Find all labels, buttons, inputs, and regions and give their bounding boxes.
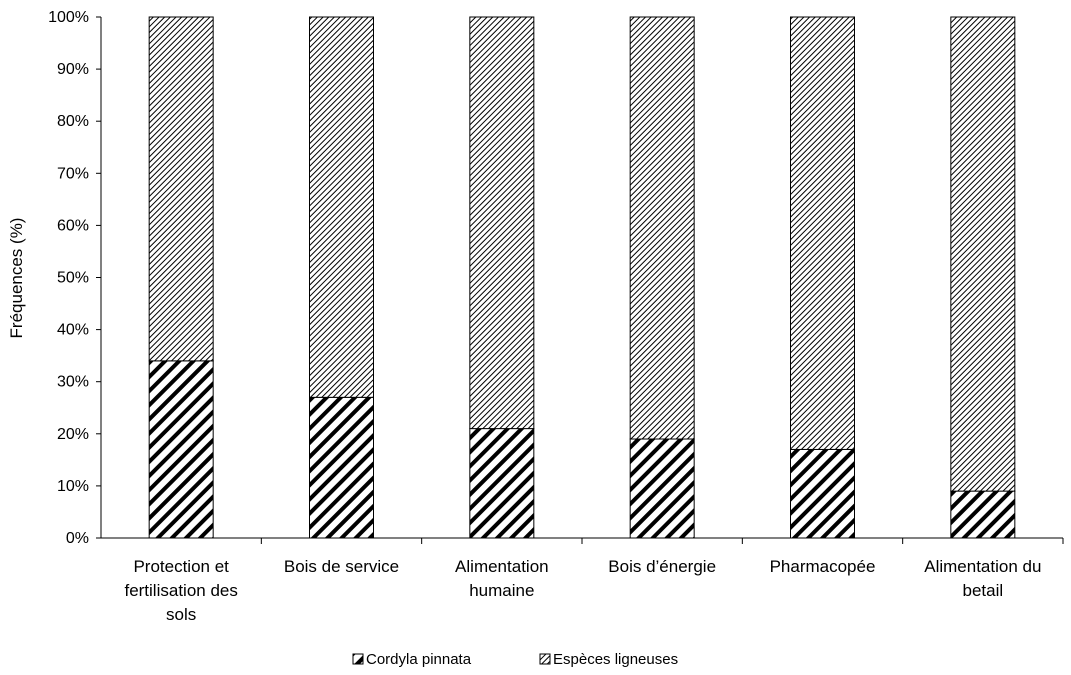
y-tick-label: 20% xyxy=(57,426,89,443)
bar-segment-cordyla-pinnata xyxy=(309,396,374,539)
y-tick-label: 40% xyxy=(57,322,89,339)
y-tick-label: 80% xyxy=(57,113,89,130)
x-category-label: Pharmacopée xyxy=(770,557,876,576)
x-category-label: Bois d’énergie xyxy=(608,557,716,576)
bar-segment-especes-ligneuses xyxy=(790,16,855,450)
y-tick-label: 60% xyxy=(57,217,89,234)
y-tick-label: 70% xyxy=(57,165,89,182)
bar-segment-cordyla-pinnata xyxy=(790,448,855,539)
y-tick-label: 100% xyxy=(48,9,89,26)
y-axis-title: Fréquences (%) xyxy=(7,218,26,339)
y-tick-label: 0% xyxy=(66,530,89,547)
legend-label-especes-ligneuses: Espèces ligneuses xyxy=(553,651,678,668)
legend-swatch-cordyla-pinnata xyxy=(352,653,364,665)
bar-segment-especes-ligneuses xyxy=(469,16,535,430)
x-axis-category-labels: Protection et fertilisation des sols Bois d… xyxy=(124,538,1064,624)
bar-segment-especes-ligneuses xyxy=(629,16,695,440)
x-category-label: Alimentation du betail xyxy=(924,557,1041,600)
legend: Cordyla pinnata Espèces ligneuses xyxy=(352,651,678,668)
y-tick-label: 90% xyxy=(57,61,89,78)
y-tick-label: 30% xyxy=(57,374,89,391)
bars xyxy=(148,16,1016,539)
legend-label-cordyla-pinnata: Cordyla pinnata xyxy=(366,651,472,668)
x-category-label: Bois de service xyxy=(284,557,399,576)
bar-segment-cordyla-pinnata xyxy=(148,360,214,539)
legend-swatch-especes-ligneuses xyxy=(539,653,551,665)
bar-segment-cordyla-pinnata xyxy=(950,490,1016,539)
x-category-label: Alimentation humaine xyxy=(455,557,549,600)
x-category-label: Protection et fertilisation des sols xyxy=(124,557,237,624)
bar-segment-especes-ligneuses xyxy=(950,16,1016,492)
bar-segment-especes-ligneuses xyxy=(148,16,214,362)
bar-segment-cordyla-pinnata xyxy=(629,438,695,539)
y-tick-label: 50% xyxy=(57,270,89,287)
y-axis-ticks: 0% 10% 20% 30% 40% 50% 60% 70% 80% 90% 100% xyxy=(48,9,101,547)
bar-segment-cordyla-pinnata xyxy=(469,428,535,539)
y-tick-label: 10% xyxy=(57,478,89,495)
bar-segment-especes-ligneuses xyxy=(309,16,374,398)
